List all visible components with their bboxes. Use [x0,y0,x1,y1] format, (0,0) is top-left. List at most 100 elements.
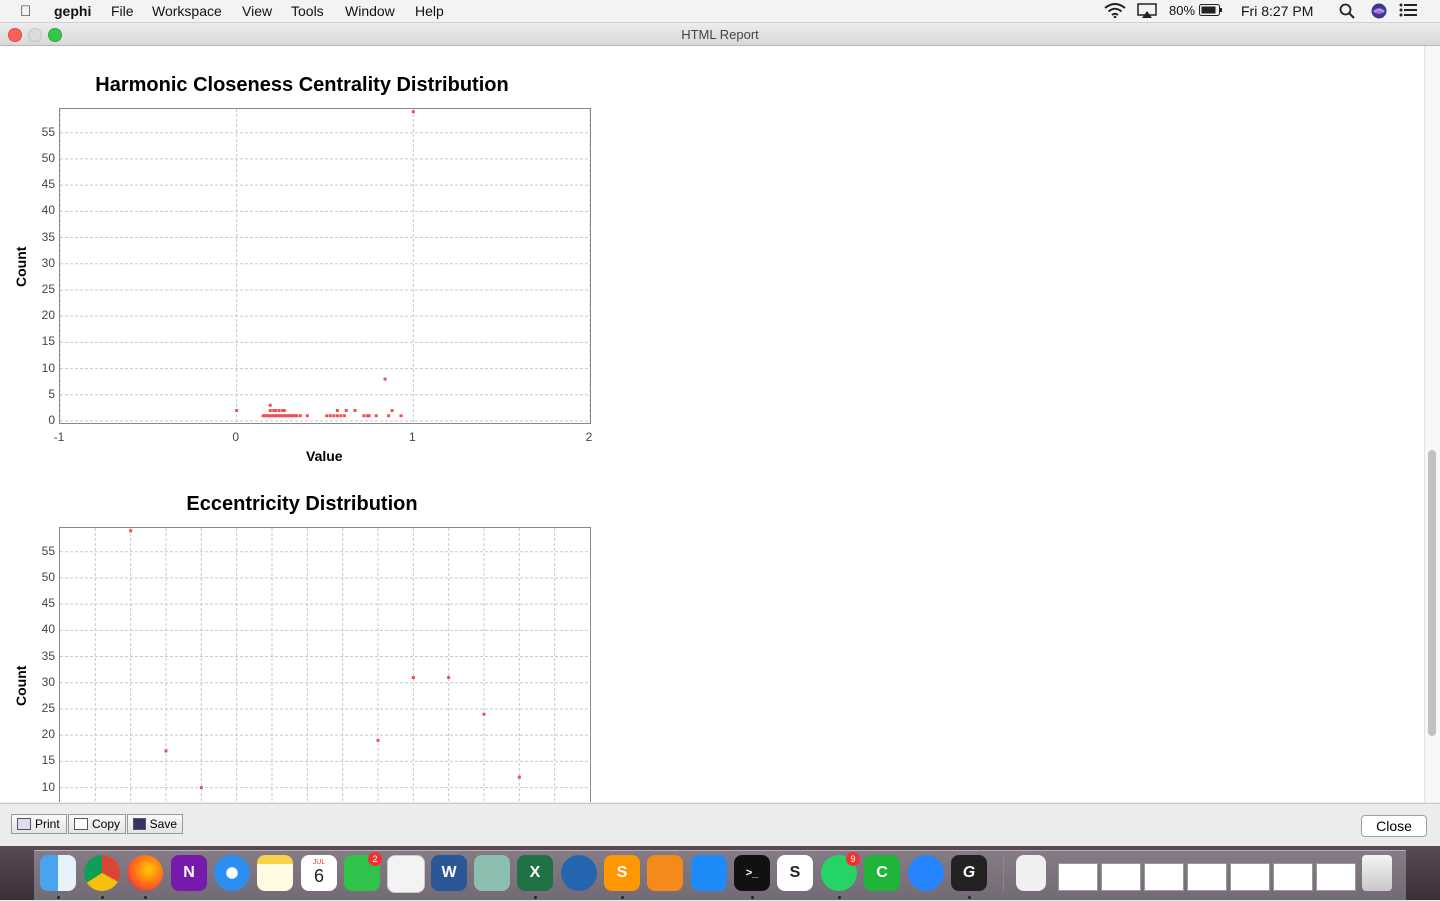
data-point [261,414,265,418]
menu-file[interactable]: File [111,3,134,19]
data-point [268,409,272,413]
print-label: Print [35,817,60,831]
data-point [328,414,332,418]
safari-icon[interactable] [214,855,250,891]
menu-tools[interactable]: Tools [291,3,324,19]
print-button[interactable]: Print [11,814,67,834]
clock[interactable]: Fri 8:27 PM [1241,3,1314,19]
save-button[interactable]: Save [127,814,183,834]
menu-workspace[interactable]: Workspace [152,3,222,19]
y-tick-label: 15 [41,753,55,768]
data-point [293,414,297,418]
data-point [284,414,288,418]
y-axis-label: Count [13,665,29,706]
app-menu[interactable]: gephi [54,3,92,19]
data-point [272,409,276,413]
y-tick-label: 5 [48,386,55,401]
airplay-icon[interactable] [1137,3,1157,21]
y-tick-label: 10 [41,360,55,375]
chart-title: Harmonic Closeness Centrality Distributi… [95,74,509,96]
minimized-window-icon[interactable] [1230,863,1270,891]
copy-label: Copy [91,817,120,831]
running-indicator [838,896,841,899]
calendar-icon[interactable]: JUL 6 [301,855,337,891]
calendar-day: 6 [313,866,324,886]
data-point [295,414,299,418]
scrollbar-thumb[interactable] [1428,450,1436,736]
xcode-icon[interactable] [691,855,727,891]
chart-title: Eccentricity Distribution [186,493,418,515]
firefox-icon[interactable] [127,855,163,891]
y-tick-label: 0 [48,413,55,427]
battery-icon[interactable] [1199,3,1223,20]
menu-view[interactable]: View [242,3,273,19]
vertical-scrollbar[interactable] [1424,46,1440,802]
quicktime-icon[interactable] [561,855,597,891]
running-indicator [621,896,624,899]
notes-icon[interactable] [257,855,293,891]
y-tick-label: 35 [41,229,55,244]
data-point [129,529,133,533]
minimized-window-icon[interactable] [1316,863,1356,891]
terminal-icon[interactable]: >_ [734,855,770,891]
zoom-window-icon[interactable] [48,28,62,42]
apple-menu-icon[interactable]:  [20,3,31,20]
report-toolbar: Print Copy Save Close [0,803,1440,846]
minimized-window-icon[interactable] [1101,863,1141,891]
y-tick-label: 10 [41,779,55,794]
spotlight-search-icon[interactable] [1339,3,1355,22]
siri-icon[interactable] [1371,3,1387,22]
data-point [275,414,279,418]
excel-icon[interactable]: X [517,855,553,891]
data-point [265,414,269,418]
data-point [390,409,394,413]
gephi-icon[interactable]: G [951,855,987,891]
window-title-bar: HTML Report [0,23,1440,46]
y-tick-label: 35 [41,648,55,663]
data-point [517,775,521,779]
data-point [270,414,274,418]
x-tick-label: -1 [53,430,65,444]
data-point [353,409,357,413]
data-point [268,403,272,407]
x-tick-label: 1 [408,430,416,444]
close-window-icon[interactable] [8,28,22,42]
sourcetree-icon[interactable] [908,855,944,891]
minimize-window-icon[interactable] [28,28,42,42]
onenote-icon[interactable]: N [171,855,207,891]
data-point [342,414,346,418]
camtasia-icon[interactable]: C [864,855,900,891]
data-point [362,414,366,418]
r-app-icon[interactable] [474,855,510,891]
notification-center-icon[interactable] [1399,3,1417,20]
word-icon[interactable]: W [431,855,467,891]
preview-icon[interactable] [387,855,425,893]
menu-help[interactable]: Help [415,3,444,19]
trash-icon[interactable] [1362,855,1392,891]
minimized-window-icon[interactable] [1273,863,1313,891]
close-button[interactable]: Close [1361,815,1427,837]
scatter-plot [60,528,590,802]
data-point [268,414,272,418]
copy-button[interactable]: Copy [68,814,126,834]
battery-percent: 80% [1169,3,1196,18]
data-point [383,377,387,381]
y-tick-label: 45 [41,177,55,192]
slack-icon[interactable]: S [777,855,813,891]
data-point [282,409,286,413]
y-tick-label: 20 [41,727,55,742]
y-tick-label: 40 [41,622,55,637]
data-point [266,414,270,418]
chrome-icon[interactable] [84,855,120,891]
minimized-window-icon[interactable] [1058,863,1098,891]
menu-window[interactable]: Window [345,3,395,19]
vlc-icon[interactable] [647,855,683,891]
minimized-window-icon[interactable] [1187,863,1227,891]
y-tick-label: 25 [41,700,55,715]
finder-icon[interactable] [40,855,76,891]
minimized-window-icon[interactable] [1144,863,1184,891]
wifi-icon[interactable] [1104,3,1126,21]
sublime-text-icon[interactable]: S [604,855,640,891]
archive-file-icon[interactable] [1016,855,1046,891]
report-content[interactable]: Harmonic Closeness Centrality Distributi… [0,46,1424,802]
